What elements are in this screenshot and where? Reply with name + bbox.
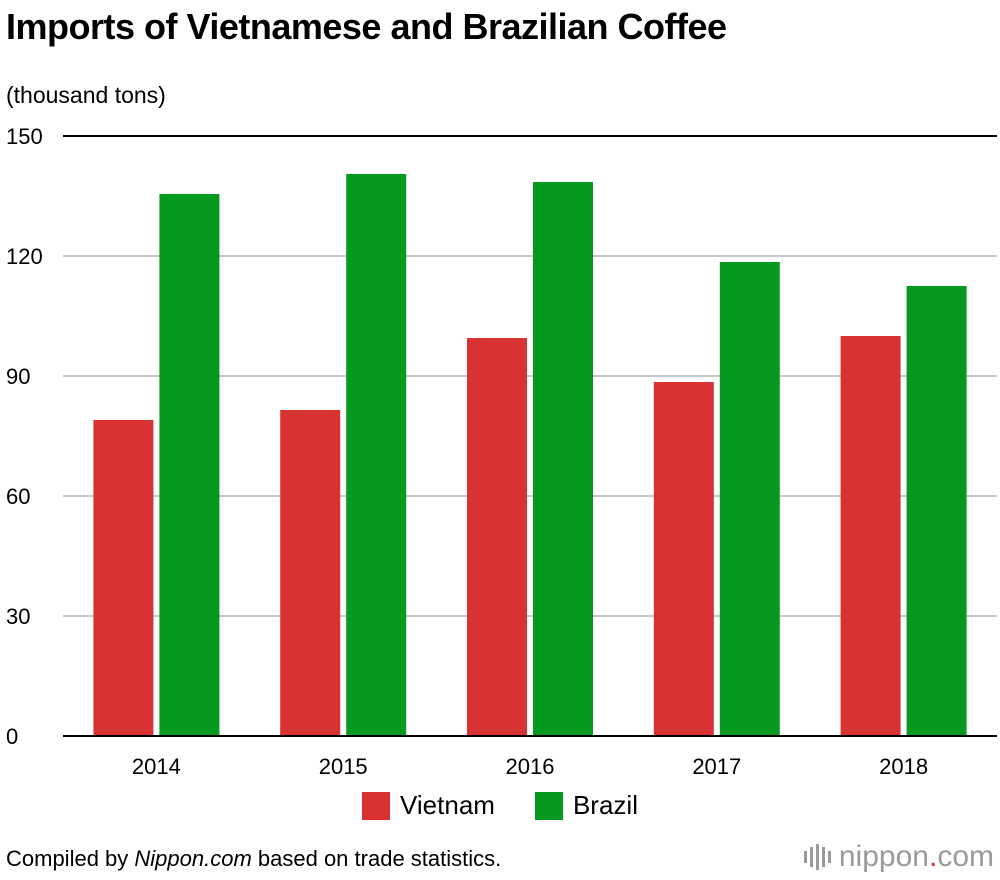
bar-vietnam-2016 [467, 338, 527, 736]
source-note: Compiled by Nippon.com based on trade st… [6, 846, 501, 872]
x-tick-label-2016: 2016 [506, 754, 555, 779]
source-name: Nippon.com [134, 846, 252, 871]
bar-brazil-2017 [719, 262, 780, 736]
chart-title: Imports of Vietnamese and Brazilian Coff… [6, 6, 727, 47]
nippon-logo: nippon.com [803, 840, 994, 874]
x-tick-labels: 2014 2015 2016 2017 2018 [132, 754, 928, 779]
y-tick-label-120: 120 [6, 244, 43, 269]
legend-label-brazil: Brazil [572, 790, 638, 820]
y-tick-label-0: 0 [6, 724, 18, 749]
logo-dot: . [928, 840, 938, 873]
legend-swatch-brazil [534, 791, 563, 820]
x-tick-label-2018: 2018 [879, 754, 928, 779]
y-tick-labels: 0 30 60 90 120 150 [6, 124, 43, 749]
y-tick-label-150: 150 [6, 124, 43, 149]
y-tick-label-90: 90 [6, 364, 30, 389]
x-tick-label-2017: 2017 [692, 754, 741, 779]
bar-brazil-2014 [159, 194, 220, 736]
bar-vietnam-2017 [653, 382, 714, 736]
bar-vietnam-2014 [93, 420, 154, 736]
logo-name: nippon [838, 840, 929, 873]
x-tick-label-2014: 2014 [132, 754, 181, 779]
logo-bars-icon [803, 844, 831, 870]
bar-chart: 0 30 60 90 120 150 2014 2015 2016 2017 2018 [6, 124, 997, 779]
bar-brazil-2015 [346, 174, 407, 736]
bar-brazil-2016 [533, 182, 593, 736]
legend-item-vietnam: Vietnam [362, 790, 495, 821]
source-suffix: based on trade statistics. [251, 846, 502, 871]
y-tick-label-60: 60 [6, 484, 30, 509]
bar-vietnam-2015 [280, 410, 341, 736]
legend-item-brazil: Brazil [534, 790, 638, 821]
y-tick-label-30: 30 [6, 604, 30, 629]
legend-swatch-vietnam [362, 791, 391, 820]
logo-tld: com [937, 840, 994, 873]
bars [63, 174, 997, 737]
source-prefix: Compiled by [6, 846, 135, 871]
legend-label-vietnam: Vietnam [400, 790, 495, 820]
legend: Vietnam Brazil [0, 790, 1000, 821]
bar-brazil-2018 [906, 286, 967, 736]
bar-vietnam-2018 [840, 336, 901, 736]
x-tick-label-2015: 2015 [319, 754, 368, 779]
y-axis-unit-label: (thousand tons) [6, 82, 166, 108]
